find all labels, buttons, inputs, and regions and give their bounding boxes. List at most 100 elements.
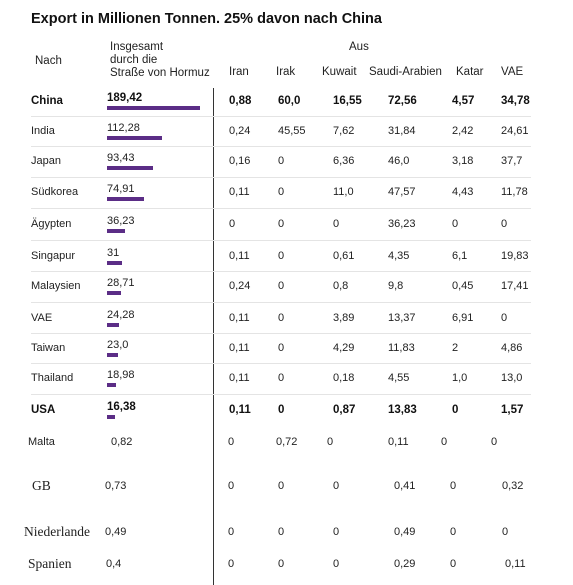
row-value: 0 — [452, 218, 459, 230]
header-source-2: Irak — [276, 66, 296, 78]
row-value: 17,41 — [501, 280, 529, 292]
row-value: 0,8 — [333, 280, 349, 292]
row-value: 0,41 — [394, 480, 416, 492]
total-bar — [107, 415, 116, 419]
row-name: Malta — [28, 436, 55, 448]
header-total: Insgesamt durch die Straße von Hormuz — [110, 41, 210, 79]
total-bar — [107, 383, 117, 387]
header-aus: Aus — [349, 41, 369, 53]
row-value: 1,57 — [501, 404, 524, 416]
row-value: 0 — [491, 436, 498, 448]
row-separator — [31, 302, 531, 303]
row-value: 0,45 — [452, 280, 474, 292]
row-value: 0 — [228, 558, 235, 570]
row-value: 0 — [278, 404, 285, 416]
row-value: 11,83 — [388, 342, 415, 354]
row-value: 4,29 — [333, 342, 355, 354]
row-value: 0 — [450, 480, 457, 492]
row-total-label: 31 — [107, 247, 120, 259]
row-value: 0 — [333, 558, 340, 570]
row-value: 0 — [278, 480, 285, 492]
table-title: Export in Millionen Tonnen. 25% davon na… — [31, 11, 382, 27]
row-value: 13,0 — [501, 372, 523, 384]
row-value: 0 — [450, 558, 457, 570]
row-name: Südkorea — [31, 186, 79, 198]
row-value: 19,83 — [501, 250, 529, 262]
row-value: 4,86 — [501, 342, 523, 354]
row-value: 0 — [501, 218, 508, 230]
row-total-label: 28,71 — [107, 277, 135, 289]
row-value: 45,55 — [278, 125, 306, 137]
row-value: 0,11 — [229, 250, 250, 262]
row-value: 72,56 — [388, 95, 417, 107]
row-name: Thailand — [31, 372, 74, 384]
row-value: 0,11 — [229, 342, 250, 354]
row-value: 0,88 — [229, 95, 252, 107]
row-value: 0,11 — [229, 404, 251, 416]
row-total-label: 0,82 — [111, 436, 133, 448]
row-name: VAE — [31, 312, 53, 324]
row-value: 0 — [278, 280, 285, 292]
total-bar — [107, 353, 119, 357]
row-value: 4,57 — [452, 95, 475, 107]
row-value: 0,11 — [229, 372, 250, 384]
row-value: 1,0 — [452, 372, 468, 384]
header-source-6: VAE — [501, 66, 524, 78]
total-bar — [107, 291, 122, 295]
total-bar — [107, 261, 123, 265]
total-bar — [107, 197, 144, 201]
row-value: 0,11 — [229, 186, 250, 198]
row-value: 3,89 — [333, 312, 355, 324]
header-nach: Nach — [35, 55, 62, 67]
row-value: 3,18 — [452, 155, 474, 167]
row-value: 0,18 — [333, 372, 355, 384]
row-value: 7,62 — [333, 125, 355, 137]
row-separator — [31, 271, 531, 272]
row-value: 0 — [450, 526, 457, 538]
row-name: Malaysien — [31, 280, 81, 292]
row-value: 11,78 — [501, 186, 528, 198]
row-value: 0,32 — [502, 480, 524, 492]
total-bar — [107, 106, 200, 110]
row-value: 16,55 — [333, 95, 362, 107]
row-value: 0 — [278, 312, 285, 324]
total-bar — [107, 229, 125, 233]
row-name: Niederlande — [24, 524, 90, 539]
row-separator — [31, 333, 531, 334]
row-name: India — [31, 125, 55, 137]
row-total-label: 112,28 — [107, 122, 140, 134]
row-value: 2 — [452, 342, 459, 354]
row-value: 6,36 — [333, 155, 355, 167]
header-source-3: Kuwait — [322, 66, 357, 78]
row-value: 0 — [229, 218, 236, 230]
row-separator — [31, 116, 531, 117]
row-value: 0 — [278, 250, 285, 262]
row-separator — [31, 208, 531, 209]
row-value: 0 — [228, 436, 235, 448]
row-value: 0 — [333, 480, 340, 492]
row-value: 37,7 — [501, 155, 523, 167]
row-value: 0 — [278, 342, 285, 354]
header-source-1: Iran — [229, 66, 249, 78]
row-value: 31,84 — [388, 125, 416, 137]
row-total-label: 18,98 — [107, 369, 135, 381]
row-value: 0,24 — [229, 280, 251, 292]
row-name: Singapur — [31, 250, 76, 262]
row-value: 0 — [333, 218, 340, 230]
row-value: 6,1 — [452, 250, 468, 262]
row-total-label: 93,43 — [107, 152, 135, 164]
row-value: 4,55 — [388, 372, 410, 384]
row-value: 0 — [333, 526, 340, 538]
row-value: 9,8 — [388, 280, 404, 292]
header-source-4: Saudi-Arabien — [369, 66, 442, 78]
row-value: 0,61 — [333, 250, 355, 262]
row-value: 36,23 — [388, 218, 416, 230]
row-value: 0 — [278, 155, 285, 167]
row-total-label: 0,49 — [105, 526, 127, 538]
row-total-label: 23,0 — [107, 339, 129, 351]
row-value: 0 — [228, 480, 235, 492]
row-separator — [31, 394, 531, 395]
row-value: 0,11 — [505, 558, 526, 570]
row-value: 0 — [327, 436, 334, 448]
row-value: 0,87 — [333, 404, 356, 416]
